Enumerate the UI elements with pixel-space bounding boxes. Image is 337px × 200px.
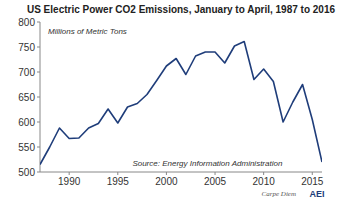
y-tick-label: 550 — [18, 142, 35, 153]
x-tick-label: 2000 — [155, 176, 178, 187]
y-tick-label: 800 — [18, 17, 35, 28]
y-tick-label: 650 — [18, 92, 35, 103]
plot-area — [40, 42, 322, 165]
footer-blog: Carpe Diem — [262, 190, 296, 198]
x-tick-label: 2015 — [301, 176, 324, 187]
y-tick-label: 500 — [18, 167, 35, 178]
source: Source: Energy Information Administratio… — [132, 159, 283, 168]
x-tick-label: 1995 — [107, 176, 130, 187]
x-axis — [40, 172, 322, 173]
y-tick-label: 700 — [18, 67, 35, 78]
chart-root: US Electric Power CO2 Emissions, January… — [0, 0, 337, 200]
series-line — [40, 42, 322, 165]
x-tick-label: 1990 — [58, 176, 81, 187]
x-tick-label: 2010 — [253, 176, 276, 187]
logo-box — [302, 188, 332, 198]
chart: US Electric Power CO2 Emissions, January… — [0, 0, 337, 200]
unit-label: Millions of Metric Tons — [48, 27, 127, 36]
y-tick-label: 750 — [18, 42, 35, 53]
y-tick-label: 600 — [18, 117, 35, 128]
y-axis — [40, 22, 41, 172]
x-tick-label: 2005 — [204, 176, 227, 187]
footer-logo: AEI — [309, 189, 324, 199]
title: US Electric Power CO2 Emissions, January… — [27, 4, 336, 15]
